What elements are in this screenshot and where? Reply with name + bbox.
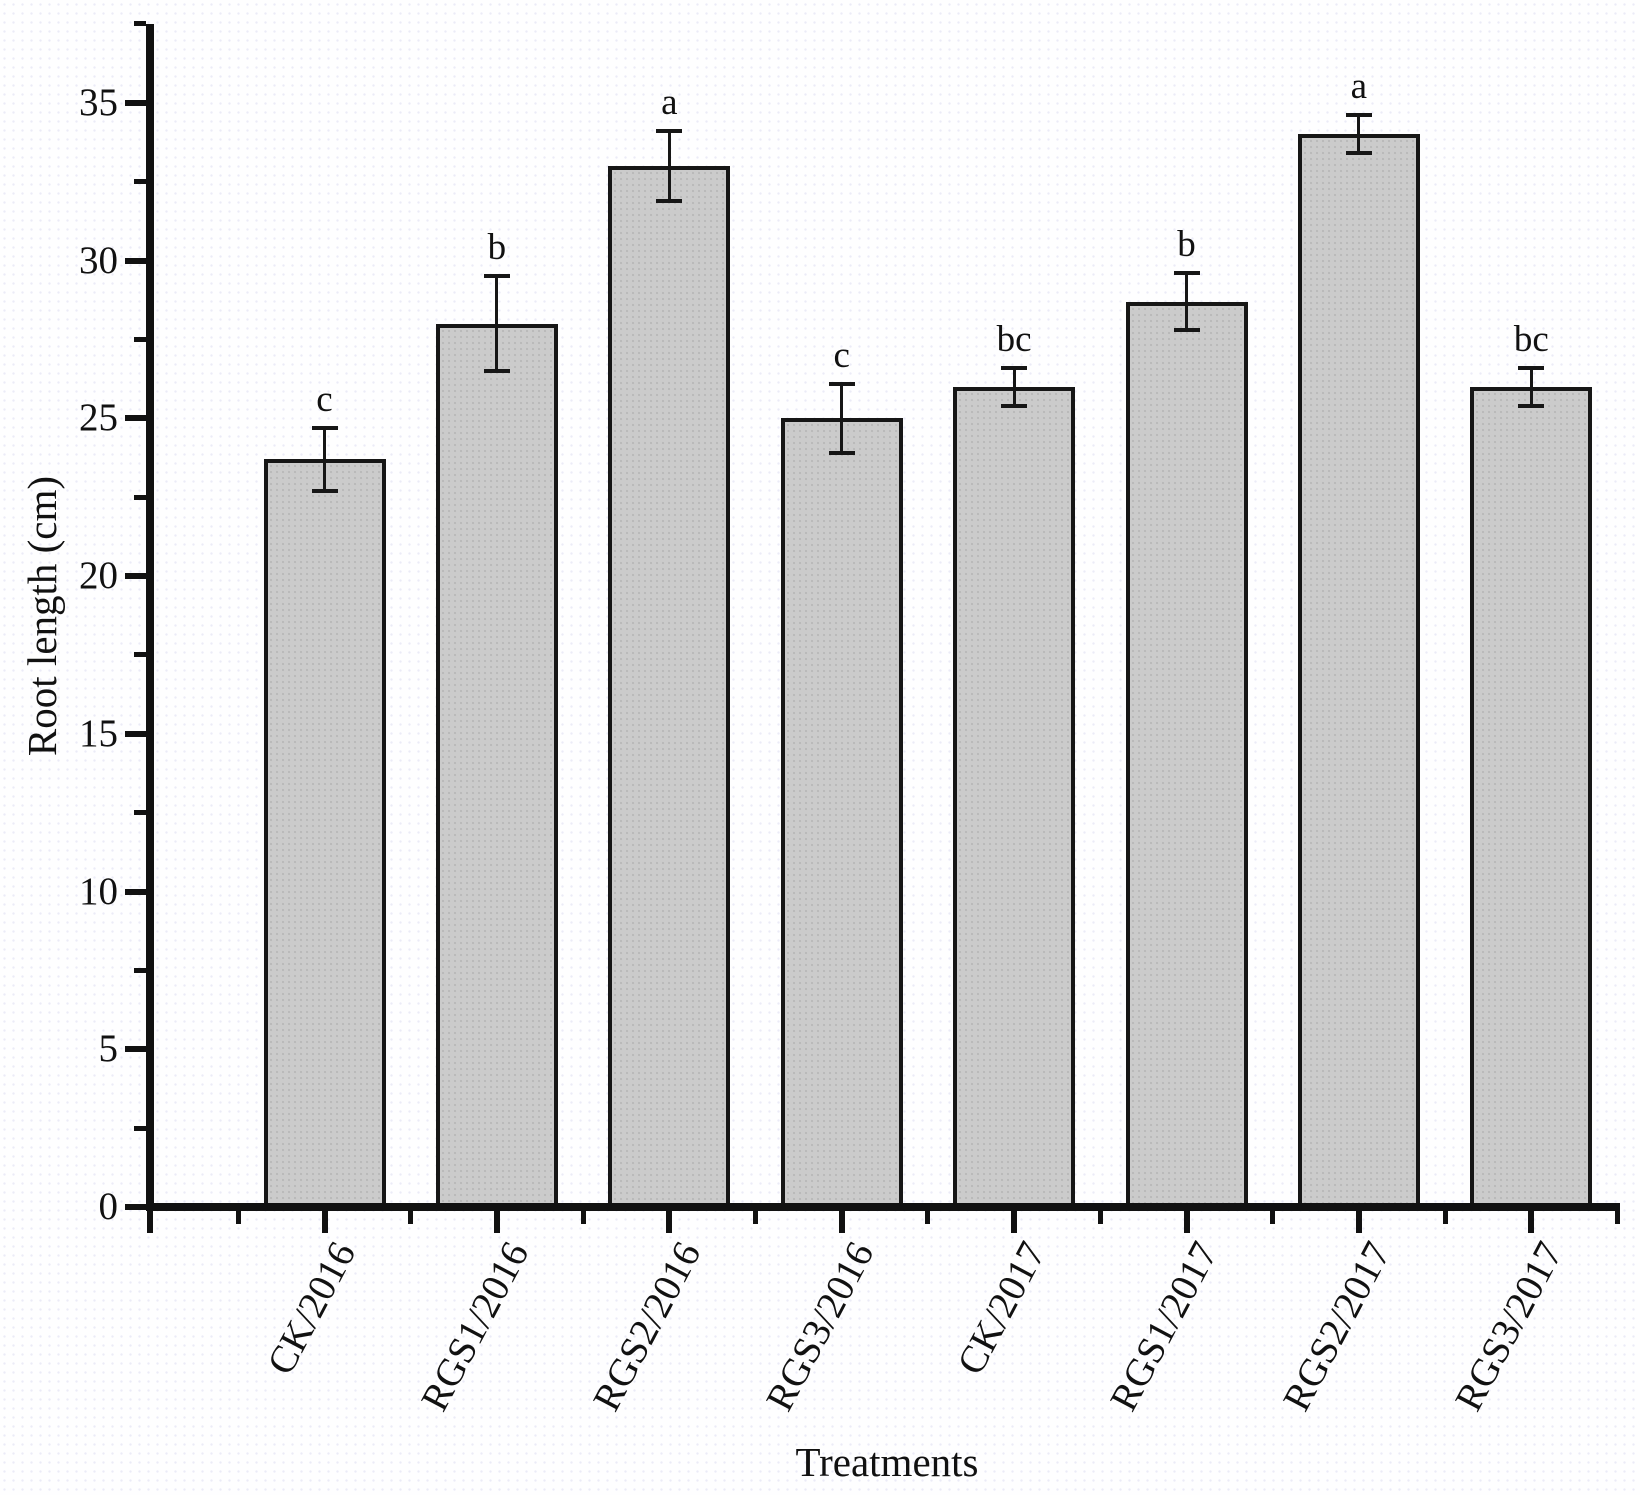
- error-bar-cap-bottom: [311, 488, 338, 493]
- x-minor-tick: [235, 1211, 241, 1224]
- y-minor-tick: [134, 494, 146, 500]
- x-tick-label-RGS2/2016: RGS2/2016: [585, 1235, 710, 1418]
- x-minor-tick: [1442, 1211, 1448, 1224]
- y-minor-tick: [134, 967, 146, 973]
- y-tick-label: 20: [79, 554, 118, 597]
- sig-letter: bc: [996, 318, 1032, 360]
- y-tick-label: 35: [79, 80, 118, 124]
- sig-letter: b: [1177, 224, 1196, 266]
- error-bar-line: [667, 131, 671, 201]
- error-bar-cap-bottom: [1518, 403, 1545, 408]
- error-bar-cap-top: [828, 381, 855, 386]
- bar-RGS2/2016: [608, 165, 731, 1211]
- x-axis-line: [146, 1203, 1620, 1211]
- x-minor-tick: [1097, 1211, 1103, 1224]
- x-tick-label-RGS2/2017: RGS2/2017: [1274, 1235, 1400, 1418]
- y-tick-label: 30: [79, 238, 118, 282]
- error-bar-cap-bottom: [1173, 327, 1200, 332]
- y-tick-label: 15: [79, 711, 118, 755]
- error-bar-cap-top: [1345, 113, 1372, 118]
- y-tick-label: 25: [79, 396, 118, 440]
- sig-letter: b: [487, 227, 507, 269]
- x-major-tick: [147, 1211, 153, 1233]
- y-minor-tick: [134, 336, 146, 342]
- y-major-tick: [125, 99, 146, 106]
- x-major-tick: [1355, 1211, 1362, 1233]
- bar-CK/2016: [263, 459, 386, 1211]
- error-bar-cap-bottom: [1345, 151, 1372, 156]
- x-minor-tick: [1615, 1211, 1620, 1224]
- bar-RGS3/2017: [1470, 386, 1593, 1211]
- error-bar-line: [495, 276, 499, 371]
- error-bar-cap-top: [1001, 365, 1028, 370]
- x-major-tick: [1011, 1211, 1018, 1233]
- sig-letter: c: [833, 334, 850, 376]
- y-major-tick: [125, 1046, 146, 1053]
- sig-letter: a: [661, 82, 678, 124]
- bar-RGS1/2016: [435, 323, 558, 1211]
- error-bar-line: [323, 427, 326, 491]
- x-minor-tick: [925, 1211, 931, 1224]
- x-tick-label-CK/2016: CK/2016: [259, 1235, 365, 1382]
- x-major-tick: [493, 1211, 500, 1233]
- error-bar-cap-bottom: [1001, 403, 1028, 408]
- y-tick-label: 10: [79, 869, 118, 913]
- x-minor-tick: [753, 1211, 758, 1224]
- x-major-tick: [666, 1211, 673, 1233]
- error-bar-cap-top: [656, 129, 683, 134]
- y-major-tick: [125, 573, 146, 579]
- y-major-tick: [125, 415, 146, 422]
- x-tick-label-RGS3/2017: RGS3/2017: [1447, 1235, 1572, 1418]
- x-major-tick: [838, 1211, 845, 1233]
- y-minor-tick: [134, 21, 146, 27]
- error-bar-line: [1529, 367, 1533, 406]
- y-minor-tick: [134, 1125, 146, 1131]
- error-bar-line: [1185, 273, 1188, 330]
- bar-RGS3/2016: [780, 418, 903, 1211]
- x-minor-tick: [580, 1211, 586, 1224]
- y-tick-label: 0: [98, 1185, 119, 1228]
- y-axis-line: [146, 24, 154, 1211]
- error-bar-line: [1357, 115, 1361, 154]
- sig-letter: a: [1350, 66, 1368, 108]
- y-minor-tick: [134, 652, 146, 658]
- bar-RGS2/2017: [1297, 134, 1420, 1211]
- x-tick-label-RGS1/2016: RGS1/2016: [412, 1235, 538, 1418]
- error-bar-cap-top: [483, 274, 510, 279]
- error-bar-cap-top: [1173, 271, 1200, 276]
- y-major-tick: [125, 730, 146, 737]
- y-minor-tick: [134, 179, 146, 185]
- y-major-tick: [125, 257, 146, 264]
- x-major-tick: [1183, 1211, 1190, 1233]
- x-tick-label-CK/2017: CK/2017: [949, 1235, 1055, 1382]
- error-bar-line: [840, 383, 844, 453]
- x-tick-label-RGS3/2016: RGS3/2016: [757, 1235, 882, 1418]
- y-tick-label: 5: [98, 1027, 119, 1071]
- error-bar-cap-top: [311, 425, 338, 430]
- x-major-tick: [1528, 1211, 1535, 1233]
- error-bar-cap-bottom: [483, 368, 510, 373]
- x-tick-label-RGS1/2017: RGS1/2017: [1102, 1235, 1227, 1418]
- sig-letter: bc: [1513, 318, 1549, 360]
- x-major-tick: [321, 1211, 328, 1233]
- error-bar-cap-bottom: [656, 198, 683, 203]
- x-minor-tick: [1270, 1211, 1276, 1224]
- bar-CK/2017: [953, 386, 1076, 1211]
- y-major-tick: [125, 1204, 146, 1210]
- error-bar-cap-bottom: [828, 450, 855, 455]
- error-bar-line: [1012, 367, 1016, 406]
- bar-RGS1/2017: [1125, 301, 1248, 1211]
- error-bar-cap-top: [1518, 365, 1545, 370]
- x-axis-title: Treatments: [795, 1439, 979, 1485]
- x-minor-tick: [408, 1211, 414, 1224]
- y-minor-tick: [134, 810, 146, 816]
- y-major-tick: [125, 888, 146, 895]
- sig-letter: c: [316, 378, 333, 420]
- y-axis-title: Root length (cm): [19, 475, 65, 757]
